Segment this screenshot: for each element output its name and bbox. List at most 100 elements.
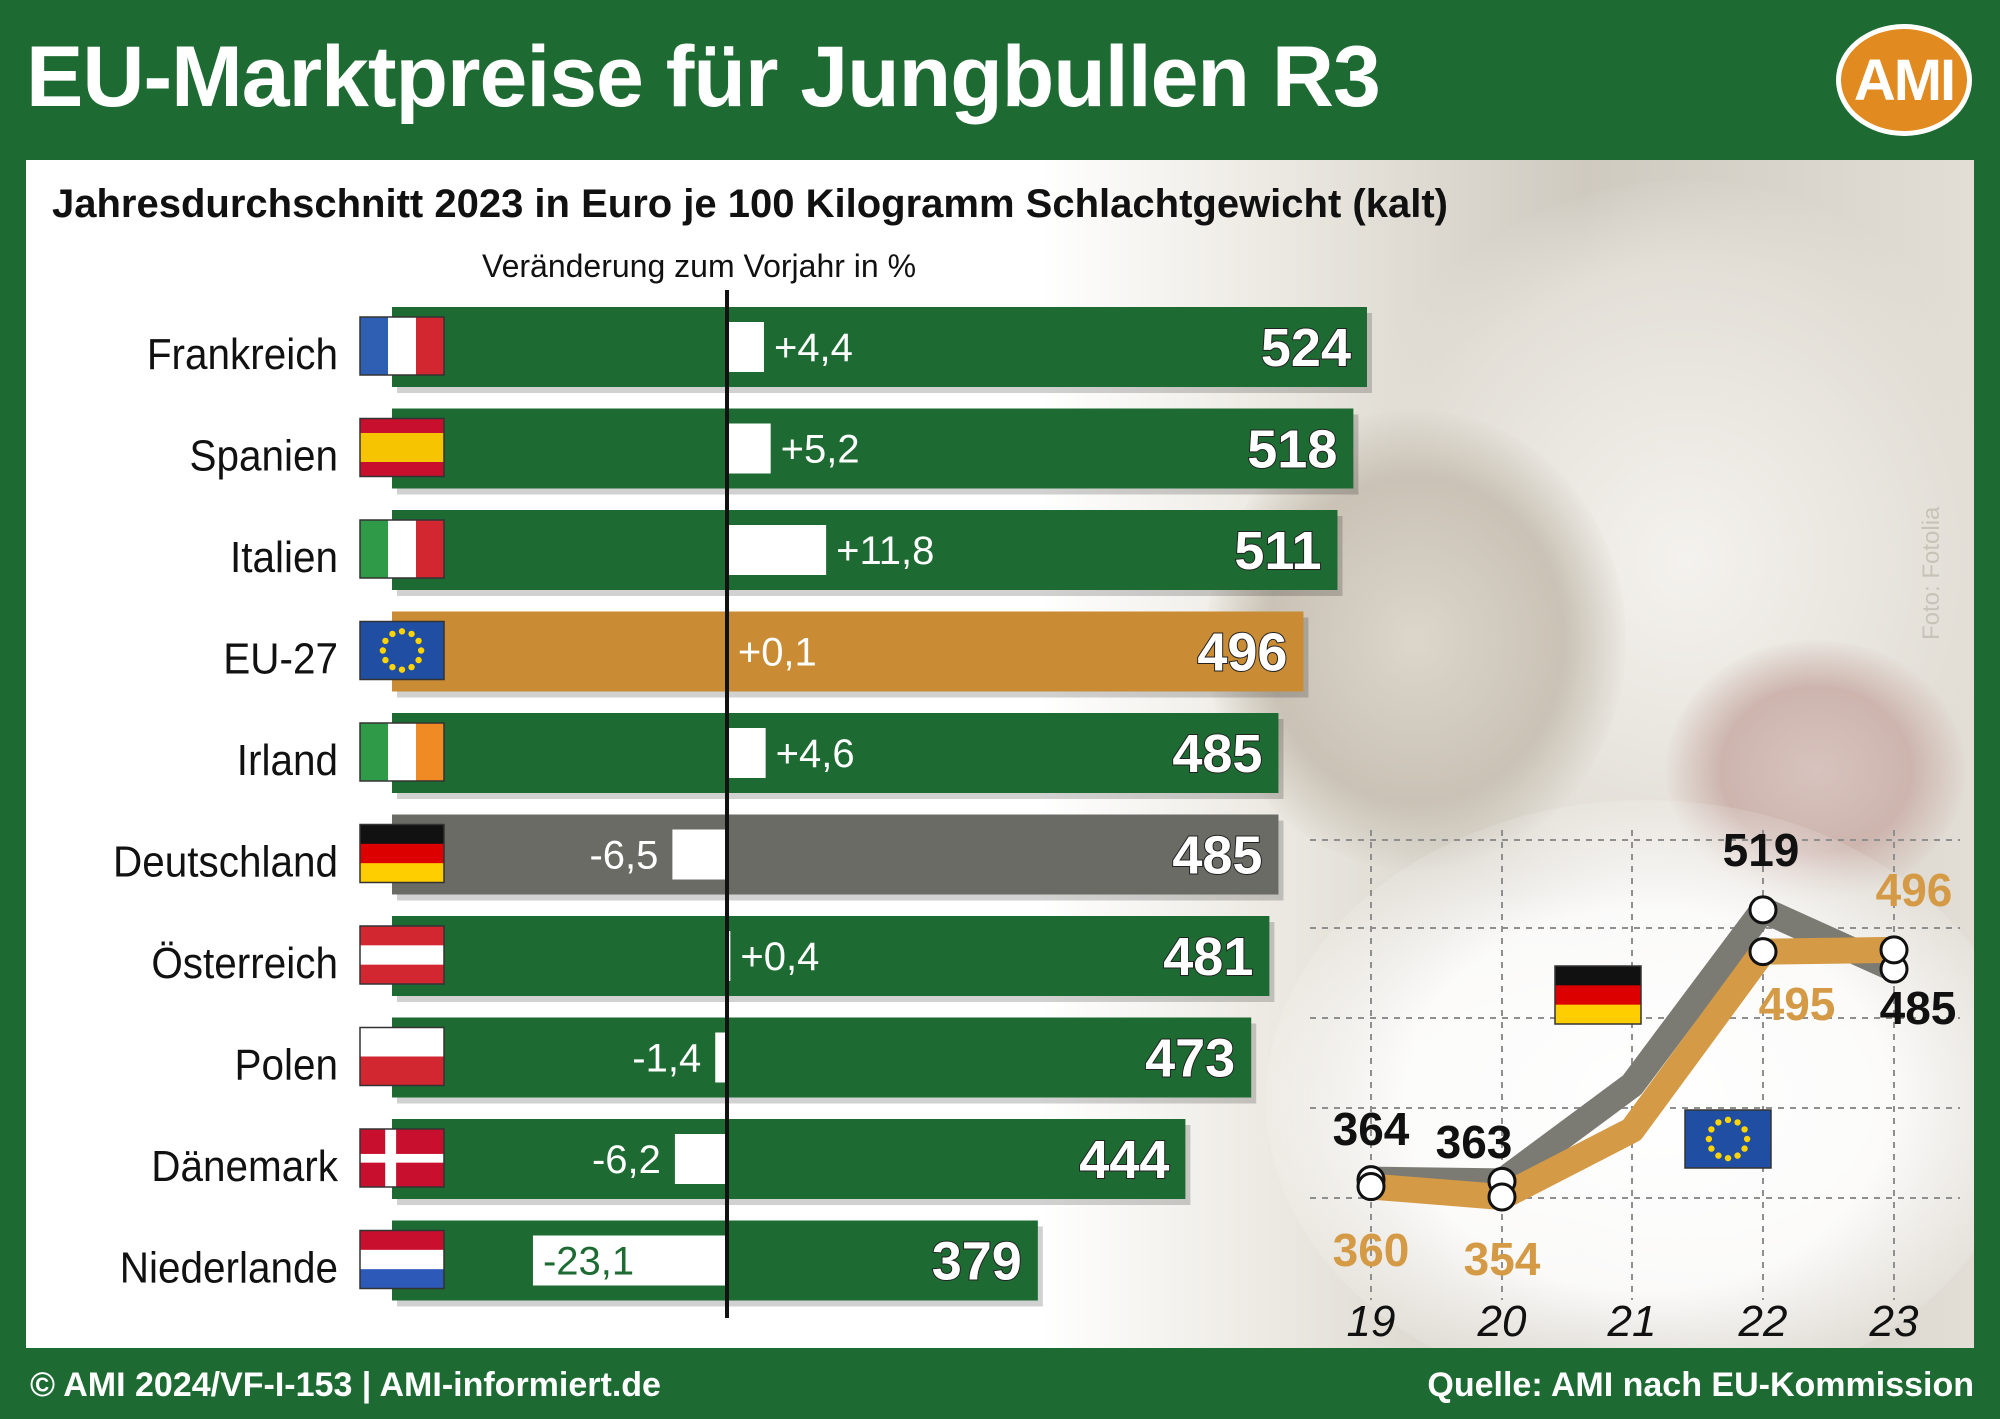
spain-flag-icon [359,417,445,478]
flag-star [1708,1126,1715,1133]
flag-stripe [360,433,444,463]
flag-stripe [360,945,444,966]
x-tick-label: 20 [1477,1297,1527,1346]
category-label: Niederlande [120,1243,338,1292]
flag-border [359,316,445,376]
bar [392,307,1367,387]
bar [392,916,1270,996]
bar [392,1119,1186,1199]
flag-stripe [360,317,389,375]
flag-stripe [360,1230,444,1251]
poland-flag-icon [359,1026,445,1087]
flag-star [417,647,425,654]
change-bar [727,728,766,778]
ami-logo: AMI [1836,24,1972,136]
category-label: Italien [230,532,338,581]
austria-flag-icon [359,925,445,985]
flag-stripe [1555,966,1641,986]
flag-border [359,519,445,579]
flag-star [382,656,389,664]
flag-stripe [416,317,445,375]
data-label-germany: 363 [1436,1116,1513,1168]
flag-border [359,823,445,884]
flag-border [359,925,445,985]
flag-stripe [360,964,444,985]
flag-star [1724,1154,1732,1162]
ireland-flag-icon [359,722,445,782]
flag-star [1741,1126,1748,1133]
value-label: 485 [1172,724,1262,784]
flag-star [1734,1119,1741,1126]
page-title: EU-Marktpreise für Jungbullen R3 [26,29,1381,125]
chart-panel [26,160,1974,1348]
change-label: +0,4 [740,935,819,979]
data-point [1879,935,1909,965]
bar [392,713,1279,793]
flag-stripe [360,843,444,864]
change-axis-label: Veränderung zum Vorjahr in % [482,248,917,284]
change-bar [727,423,771,474]
x-tick-label: 21 [1607,1297,1657,1346]
denmark-flag-icon [359,1128,445,1188]
flag-border [359,1128,445,1188]
flag-stripe [360,824,444,845]
flag-star [382,637,389,645]
flag-star [415,637,422,645]
logo-text: AMI [1853,47,1956,113]
category-label: Frankreich [147,329,338,378]
flag-stripe [360,462,444,477]
data-point [1748,895,1778,925]
value-label: 485 [1172,826,1262,886]
data-label-eu: 495 [1759,978,1836,1030]
value-label: 518 [1247,420,1337,480]
change-bar [727,322,764,372]
footer-source: Quelle: AMI nach EU-Kommission [1427,1366,1974,1404]
value-label: 511 [1234,521,1321,581]
flag-stripe [360,863,444,883]
value-label: 481 [1163,927,1253,987]
change-bar [727,525,827,575]
x-tick-label: 19 [1347,1297,1396,1346]
change-bar [532,1235,727,1286]
change-label: +11,8 [836,529,934,573]
italy-flag-icon [359,519,445,579]
chart-subtitle: Jahresdurchschnitt 2023 in Euro je 100 K… [52,182,1448,226]
category-label: Spanien [189,431,338,480]
flag-star [415,656,422,664]
bar [392,408,1354,489]
flag-stripe [360,520,389,578]
flag-stripe [360,723,389,781]
netherlands-flag-icon [359,1229,445,1290]
flag-stripe [388,317,417,375]
flag-border [359,417,445,478]
flag-star [1705,1135,1713,1143]
flag-border [1684,1109,1772,1169]
flag-cross-horizontal [360,1153,444,1163]
flag-stripe [1555,985,1641,1006]
change-label: +4,4 [774,326,853,370]
flag-stripe [416,520,445,578]
change-bar [715,1032,727,1083]
value-label: 444 [1079,1130,1169,1190]
flag-star [389,630,396,638]
change-label: -1,4 [632,1037,701,1081]
flag-star [379,647,387,654]
data-label-eu: 354 [1464,1233,1541,1285]
flag-star [408,630,415,638]
change-bar [674,1134,727,1184]
flag-star [1743,1135,1751,1143]
change-label: -6,5 [589,834,658,878]
flag-stripe [360,1249,444,1270]
flag-stripe [360,926,444,946]
bar-chart: Frankreich 524 +4,4 Spanien 518 +5,2 Italien 51… [113,290,1372,1318]
change-label: -23,1 [543,1240,634,1284]
flag-star [1715,1152,1722,1159]
category-label: Polen [234,1040,338,1089]
eu-flag-icon [1684,1109,1772,1169]
value-label: 473 [1145,1029,1235,1089]
flag-border [359,1026,445,1087]
data-label-eu: 496 [1876,864,1953,916]
flag-stripe [360,1027,444,1057]
flag-border [359,1229,445,1290]
